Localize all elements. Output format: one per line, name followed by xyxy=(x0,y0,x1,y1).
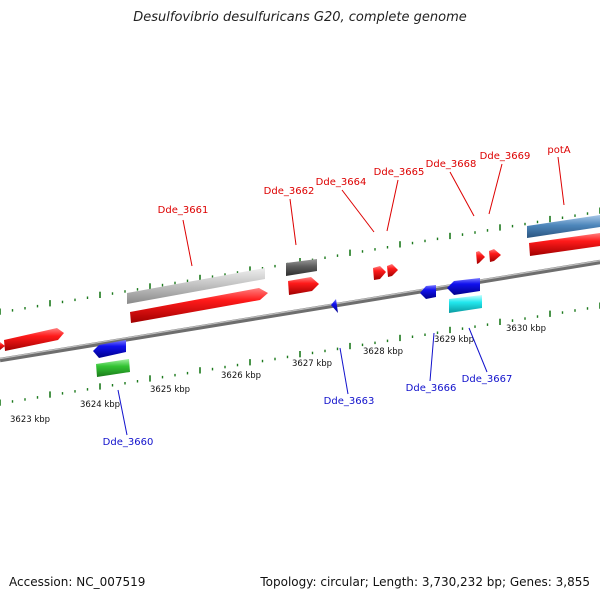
label-pota[interactable]: potA xyxy=(547,145,571,206)
leader-line xyxy=(289,198,297,246)
gene-dde-3659-arrow[interactable] xyxy=(4,328,64,351)
gene-label-text: potA xyxy=(547,145,570,156)
leader-line xyxy=(117,389,128,436)
bottom-tick-track xyxy=(0,302,600,406)
leader-line xyxy=(182,219,193,267)
leader-line xyxy=(429,332,435,382)
leader-line xyxy=(557,156,565,206)
gene-label-text: Dde_3660 xyxy=(103,437,154,448)
leader-line xyxy=(468,327,488,373)
scale-label-3626: 3626 kbp xyxy=(221,371,261,381)
gene-dde-3666-arrow[interactable] xyxy=(420,285,436,299)
gene-dde-3668-arrow[interactable] xyxy=(476,251,485,264)
gene-label-text: Dde_3665 xyxy=(374,167,425,178)
scale-label-3627: 3627 kbp xyxy=(292,359,332,369)
label-dde-3663[interactable]: Dde_3663 xyxy=(324,347,375,407)
scale-label-3630: 3630 kbp xyxy=(506,324,546,334)
gene-dde-3661-arrow[interactable] xyxy=(130,288,268,323)
leader-line xyxy=(386,179,399,232)
gene-pota-arrow[interactable] xyxy=(529,233,600,256)
gene-dde-3665-arrow[interactable] xyxy=(387,264,398,277)
gene-pota-steel-bar[interactable] xyxy=(527,215,600,238)
gene-dde-3667-arrow[interactable] xyxy=(447,278,480,295)
scale-label-3624: 3624 kbp xyxy=(80,400,120,410)
scale-label-3623: 3623 kbp xyxy=(10,415,50,425)
genome-backbone-highlight xyxy=(0,260,600,360)
label-dde-3669[interactable]: Dde_3669 xyxy=(480,151,531,215)
genome-backbone xyxy=(0,259,600,363)
gene-label-text: Dde_3666 xyxy=(406,383,457,394)
gene-dde-3661-light-bar[interactable] xyxy=(127,268,265,304)
gene-left-edge-arrow[interactable] xyxy=(0,342,5,350)
leader-line xyxy=(449,171,475,217)
label-dde-3668[interactable]: Dde_3668 xyxy=(426,159,477,217)
leader-line xyxy=(339,347,349,395)
gene-label-text: Dde_3667 xyxy=(462,374,513,385)
label-dde-3664[interactable]: Dde_3664 xyxy=(316,177,375,233)
gene-dde-3662-arrow[interactable] xyxy=(288,277,319,295)
gene-dde-3660-arrow[interactable] xyxy=(93,340,126,358)
leader-line xyxy=(488,163,503,215)
label-dde-3665[interactable]: Dde_3665 xyxy=(374,167,425,232)
accession-text: Accession: NC_007519 xyxy=(9,575,146,589)
label-dde-3661[interactable]: Dde_3661 xyxy=(158,205,209,267)
top-tick-track xyxy=(0,207,600,315)
leader-line xyxy=(341,189,375,233)
scale-label-3629: 3629 kbp xyxy=(434,335,474,345)
label-dde-3662[interactable]: Dde_3662 xyxy=(264,186,315,246)
scale-label-3625: 3625 kbp xyxy=(150,385,190,395)
gene-label-text: Dde_3669 xyxy=(480,151,531,162)
label-dde-3667[interactable]: Dde_3667 xyxy=(462,327,513,385)
gene-label-text: Dde_3661 xyxy=(158,205,209,216)
scale-label-3628: 3628 kbp xyxy=(363,347,403,357)
gene-dde-3662-dark-bar[interactable] xyxy=(286,259,317,276)
gene-label-text: Dde_3663 xyxy=(324,396,375,407)
gene-dde-3660-green-bar[interactable] xyxy=(96,359,130,377)
gene-dde-3667-cyan-bar[interactable] xyxy=(449,295,482,313)
gene-label-text: Dde_3668 xyxy=(426,159,477,170)
gene-dde-3663-arrow[interactable] xyxy=(331,299,338,313)
genome-summary-text: Topology: circular; Length: 3,730,232 bp… xyxy=(260,575,590,589)
gene-dde-3664-arrow[interactable] xyxy=(373,266,386,280)
genome-title: Desulfovibrio desulfuricans G20, complet… xyxy=(133,10,467,25)
label-dde-3666[interactable]: Dde_3666 xyxy=(406,332,457,394)
gene-dde-3669-arrow[interactable] xyxy=(489,249,501,262)
gene-label-text: Dde_3662 xyxy=(264,186,315,197)
gene-label-text: Dde_3664 xyxy=(316,177,367,188)
label-dde-3660[interactable]: Dde_3660 xyxy=(103,389,154,448)
